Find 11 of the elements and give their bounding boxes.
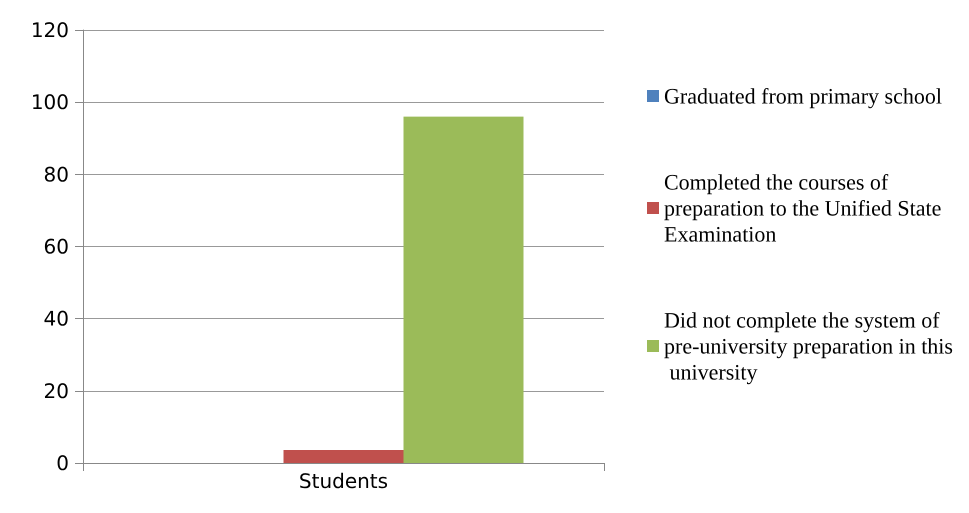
y-tick-label: 60 bbox=[44, 234, 69, 258]
legend-label: Completed the courses of preparation to the Unified State Examination bbox=[664, 170, 947, 246]
y-tick-label: 0 bbox=[56, 451, 69, 475]
x-tick-label: Students bbox=[298, 469, 388, 493]
y-tick-label: 80 bbox=[44, 162, 69, 186]
y-tick-label: 40 bbox=[44, 306, 69, 331]
y-tick-label: 20 bbox=[44, 378, 69, 403]
legend-label: Graduated from primary school bbox=[664, 84, 942, 108]
y-tick-label: 100 bbox=[30, 90, 69, 114]
legend-label: Did not complete the system of pre-university preparation in this university bbox=[664, 308, 953, 384]
y-tick-label: 120 bbox=[30, 18, 69, 42]
